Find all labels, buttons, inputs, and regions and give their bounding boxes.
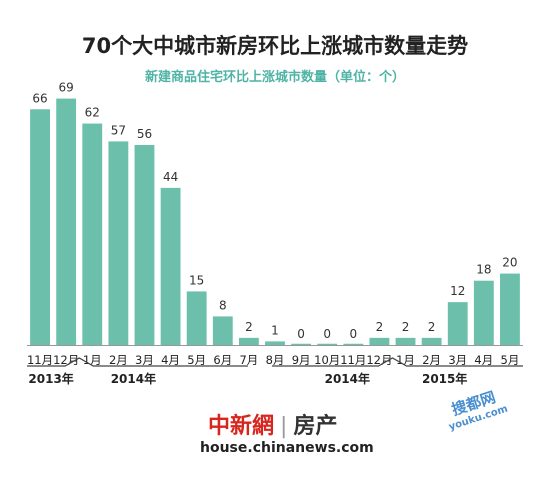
bar <box>30 109 50 346</box>
x-tick-label: 4月 <box>474 353 493 367</box>
bar <box>421 337 442 345</box>
x-tick-label: 2月 <box>109 353 128 367</box>
bar <box>134 145 155 345</box>
bar <box>395 337 416 345</box>
bar <box>160 187 181 345</box>
x-tick-label: 2月 <box>422 353 441 367</box>
bar <box>369 337 390 345</box>
data-label: 2 <box>402 320 410 334</box>
brand-separator: | <box>280 414 288 439</box>
data-label: 66 <box>32 91 47 105</box>
year-group-label: 2014年 <box>111 371 156 386</box>
data-label: 1 <box>271 323 279 337</box>
bar <box>473 280 494 345</box>
x-tick-label: 4月 <box>161 353 180 367</box>
bar <box>238 337 259 345</box>
data-label: 2 <box>245 320 253 334</box>
data-label: 62 <box>85 106 100 120</box>
data-label: 0 <box>323 327 331 341</box>
bar <box>265 341 285 345</box>
data-label: 8 <box>219 298 227 312</box>
year-group-label: 2015年 <box>422 371 467 386</box>
data-label: 2 <box>428 320 436 334</box>
bar <box>82 123 103 345</box>
x-tick-label: 8月 <box>266 353 285 367</box>
x-tick-label: 1月 <box>396 353 415 367</box>
x-tick-label: 5月 <box>187 353 206 367</box>
x-tick-label: 11月 <box>27 353 53 367</box>
bar <box>212 316 233 345</box>
brand-logo: 中新網 | 房产 <box>208 408 337 440</box>
data-label: 69 <box>59 81 74 95</box>
brand-name-suffix: 房产 <box>293 414 338 439</box>
x-tick-label: 1月 <box>83 353 102 367</box>
x-tick-label: 10月 <box>314 353 340 367</box>
x-tick-label: 9月 <box>292 353 311 367</box>
data-label: 12 <box>450 284 465 298</box>
data-label: 57 <box>111 123 126 137</box>
bar <box>108 141 129 345</box>
x-tick-label: 3月 <box>135 353 154 367</box>
data-label: 18 <box>476 263 491 277</box>
x-tick-label: 12月 <box>53 353 79 367</box>
chart-title: 70个大中城市新房环比上涨城市数量走势 <box>81 34 469 58</box>
brand-name-cn: 中新網 <box>208 413 275 439</box>
x-tick-label: 11月 <box>340 353 366 367</box>
data-label: 0 <box>297 327 305 341</box>
x-tick-label: 5月 <box>501 353 520 367</box>
year-group-label: 2014年 <box>325 371 370 386</box>
data-label: 44 <box>163 170 178 184</box>
data-label: 0 <box>349 327 357 341</box>
x-tick-label: 12月 <box>366 353 392 367</box>
data-label: 56 <box>137 127 152 141</box>
bar <box>186 291 207 345</box>
bar <box>56 98 77 345</box>
x-tick-label: 7月 <box>239 353 258 367</box>
x-tick-label: 3月 <box>448 353 467 367</box>
brand-website: house.chinanews.com <box>200 440 374 456</box>
year-bracket <box>271 357 523 367</box>
data-label: 20 <box>502 256 517 270</box>
x-tick-label: 6月 <box>213 353 232 367</box>
bar <box>500 273 520 345</box>
bar <box>447 302 468 345</box>
year-bracket <box>27 357 248 367</box>
data-label: 2 <box>376 320 384 334</box>
chart-subtitle: 新建商品住宅环比上涨城市数量（单位：个） <box>144 70 405 85</box>
year-group-label: 2013年 <box>28 371 73 386</box>
data-label: 15 <box>189 273 204 287</box>
